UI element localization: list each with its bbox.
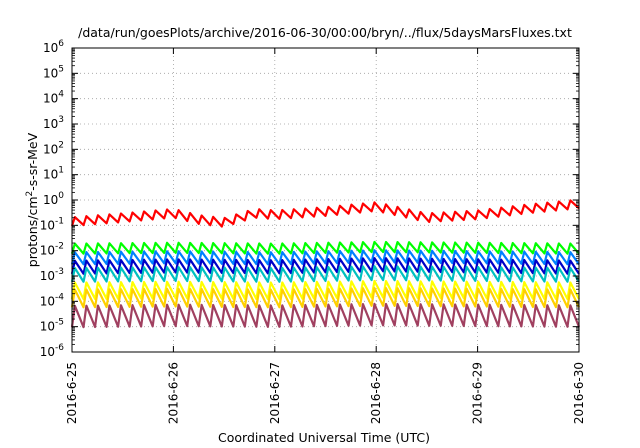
y-tick-exponent: -6 — [55, 343, 64, 353]
series-line-7 — [70, 286, 580, 309]
y-tick-label: 106 — [43, 39, 64, 55]
ticks — [71, 47, 580, 353]
series-line-2 — [70, 240, 580, 255]
grid — [72, 48, 579, 352]
series-line-1 — [70, 199, 580, 228]
y-tick-exponent: -3 — [55, 267, 64, 277]
y-tick-label: 103 — [43, 115, 64, 131]
y-tick-exponent: 5 — [58, 64, 64, 74]
series-line-4 — [70, 257, 580, 275]
y-tick-exponent: -2 — [55, 242, 64, 252]
y-tick-labels: 10610510410310210110010-110-210-310-410-… — [40, 39, 65, 359]
y-tick-exponent: 4 — [58, 90, 64, 100]
y-tick-label: 10-6 — [40, 343, 65, 359]
y-axis-label: protons/cm2-s-sr-MeV — [25, 132, 40, 267]
y-tick-exponent: 0 — [58, 191, 64, 201]
y-tick-label: 102 — [43, 140, 64, 156]
y-axis-label-rest: -s-sr-MeV — [25, 132, 40, 190]
y-tick-exponent: 6 — [58, 39, 64, 49]
series-line-5 — [70, 265, 580, 283]
x-tick-label: 2016-6-30 — [572, 362, 586, 424]
x-tick-labels: 2016-6-25 2016-6-26 2016-6-27 2016-6-28 2016… — [65, 362, 586, 424]
y-tick-label: 105 — [43, 64, 64, 80]
series-line-6 — [70, 279, 580, 301]
series-line-3 — [70, 249, 580, 266]
y-tick-exponent: -1 — [55, 216, 64, 226]
y-tick-label: 10-3 — [40, 267, 64, 283]
x-tick-label: 2016-6-26 — [166, 362, 180, 424]
y-tick-exponent: 2 — [58, 140, 64, 150]
y-axis-label-unit: protons/cm — [25, 196, 40, 267]
y-axis-label-superscript: 2 — [25, 191, 35, 197]
x-tick-label: 2016-6-29 — [471, 362, 485, 424]
y-tick-exponent: 1 — [58, 166, 64, 176]
y-tick-label: 101 — [43, 166, 64, 182]
y-tick-exponent: -4 — [55, 292, 64, 302]
x-tick-label: 2016-6-27 — [268, 362, 282, 424]
y-tick-label: 10-5 — [40, 318, 64, 334]
y-tick-label: 100 — [43, 191, 64, 207]
y-tick-label: 10-1 — [40, 216, 64, 232]
y-tick-exponent: -5 — [55, 318, 64, 328]
x-tick-label: 2016-6-28 — [369, 362, 383, 424]
x-tick-label: 2016-6-25 — [65, 362, 79, 424]
y-tick-label: 10-4 — [40, 292, 65, 308]
y-tick-label: 104 — [43, 90, 64, 106]
chart-title: /data/run/goesPlots/archive/2016-06-30/0… — [78, 25, 572, 40]
y-tick-label: 10-2 — [40, 242, 64, 258]
series-layer — [70, 199, 581, 329]
series-line-8 — [70, 302, 581, 329]
x-axis-label: Coordinated Universal Time (UTC) — [218, 430, 430, 445]
y-tick-exponent: 3 — [58, 115, 64, 125]
